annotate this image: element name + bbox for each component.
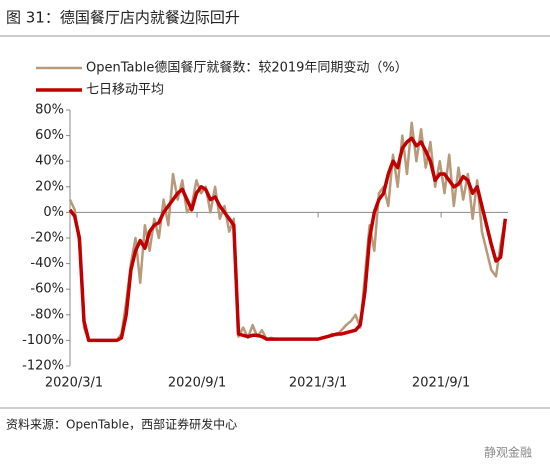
y-tick-label: -80% <box>30 307 64 322</box>
y-tick-label: -100% <box>22 333 64 348</box>
y-tick-label: 80% <box>35 103 64 118</box>
x-tick-label: 2020/3/1 <box>45 376 103 391</box>
y-tick-label: -40% <box>30 256 64 271</box>
x-tick-label: 2021/3/1 <box>289 376 347 391</box>
source: 资料来源：OpenTable，西部证券研发中心 <box>6 417 237 432</box>
x-tick-label: 2021/9/1 <box>412 376 470 391</box>
y-tick-label: -20% <box>30 231 64 246</box>
x-tick-label: 2020/9/1 <box>168 376 226 391</box>
legend-label: OpenTable德国餐厅就餐数：较2019年同期变动（%） <box>86 60 408 76</box>
y-tick-label: 60% <box>35 128 64 143</box>
series-line <box>68 121 507 342</box>
watermark: 静观金融 <box>484 445 532 460</box>
y-tick-label: -60% <box>30 282 64 297</box>
y-tick-label: 0% <box>43 205 64 220</box>
chart-title: 图 31：德国餐厅店内就餐边际回升 <box>6 9 240 27</box>
y-tick-label: -120% <box>22 359 64 374</box>
y-tick-label: 40% <box>35 154 64 169</box>
y-tick-label: 20% <box>35 179 64 194</box>
legend-label: 七日移动平均 <box>86 83 164 98</box>
series-line <box>68 136 508 343</box>
